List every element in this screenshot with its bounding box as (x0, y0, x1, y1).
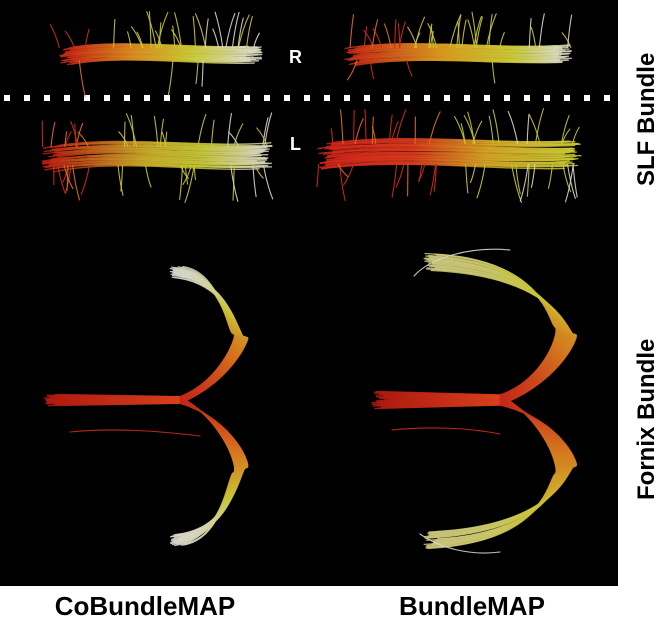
slf-cobundlemap-right-hemisphere (49, 11, 263, 97)
bundlemap-method-label: BundleMAP (399, 591, 545, 620)
slf-cobundlemap-left-hemisphere (41, 112, 274, 203)
slf-bundle-label: SLF Bundle (633, 53, 656, 186)
slf-bundlemap-left-hemisphere (316, 108, 582, 203)
left-hemisphere-label: L (290, 134, 301, 154)
fornix-bundlemap-bundle (371, 248, 577, 554)
image-panel (0, 0, 618, 586)
cobundlemap-method-label: CoBundleMAP (55, 591, 236, 620)
right-hemisphere-label: R (289, 47, 302, 67)
fornix-bundle-label: Fornix Bundle (633, 339, 656, 500)
slf-bundlemap-right-hemisphere (344, 11, 573, 84)
fornix-cobundlemap-bundle (43, 265, 249, 547)
